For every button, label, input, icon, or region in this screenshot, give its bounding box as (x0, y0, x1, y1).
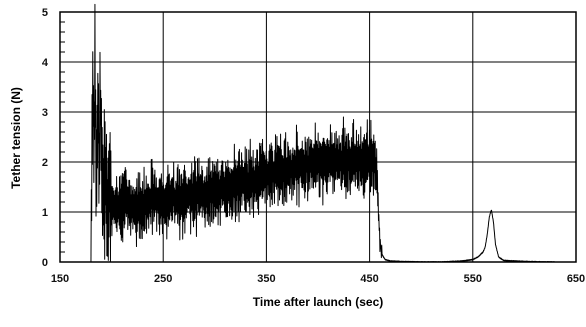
y-tick-labels: 0 1 2 3 4 5 (42, 7, 49, 269)
series-layer (90, 3, 556, 263)
tension-series-line (90, 3, 556, 263)
x-tick-label: 350 (257, 273, 275, 285)
y-tick-label: 3 (42, 107, 48, 119)
x-tick-label: 250 (154, 273, 172, 285)
y-tick-label: 5 (42, 7, 48, 19)
y-tick-label: 0 (42, 257, 48, 269)
plot-frame-layer (59, 11, 577, 263)
x-tick-label: 150 (51, 273, 69, 285)
plot-frame (59, 11, 577, 263)
y-tick-label: 2 (42, 157, 48, 169)
x-tick-labels: 150 250 350 450 550 650 (51, 273, 585, 285)
y-axis-title: Tether tension (N) (9, 87, 23, 189)
x-tick-label: 550 (464, 273, 482, 285)
x-tick-label: 450 (360, 273, 378, 285)
x-axis-title: Time after launch (sec) (253, 295, 384, 309)
x-tick-label: 650 (567, 273, 585, 285)
y-tick-label: 1 (42, 207, 48, 219)
y-tick-label: 4 (42, 57, 49, 69)
